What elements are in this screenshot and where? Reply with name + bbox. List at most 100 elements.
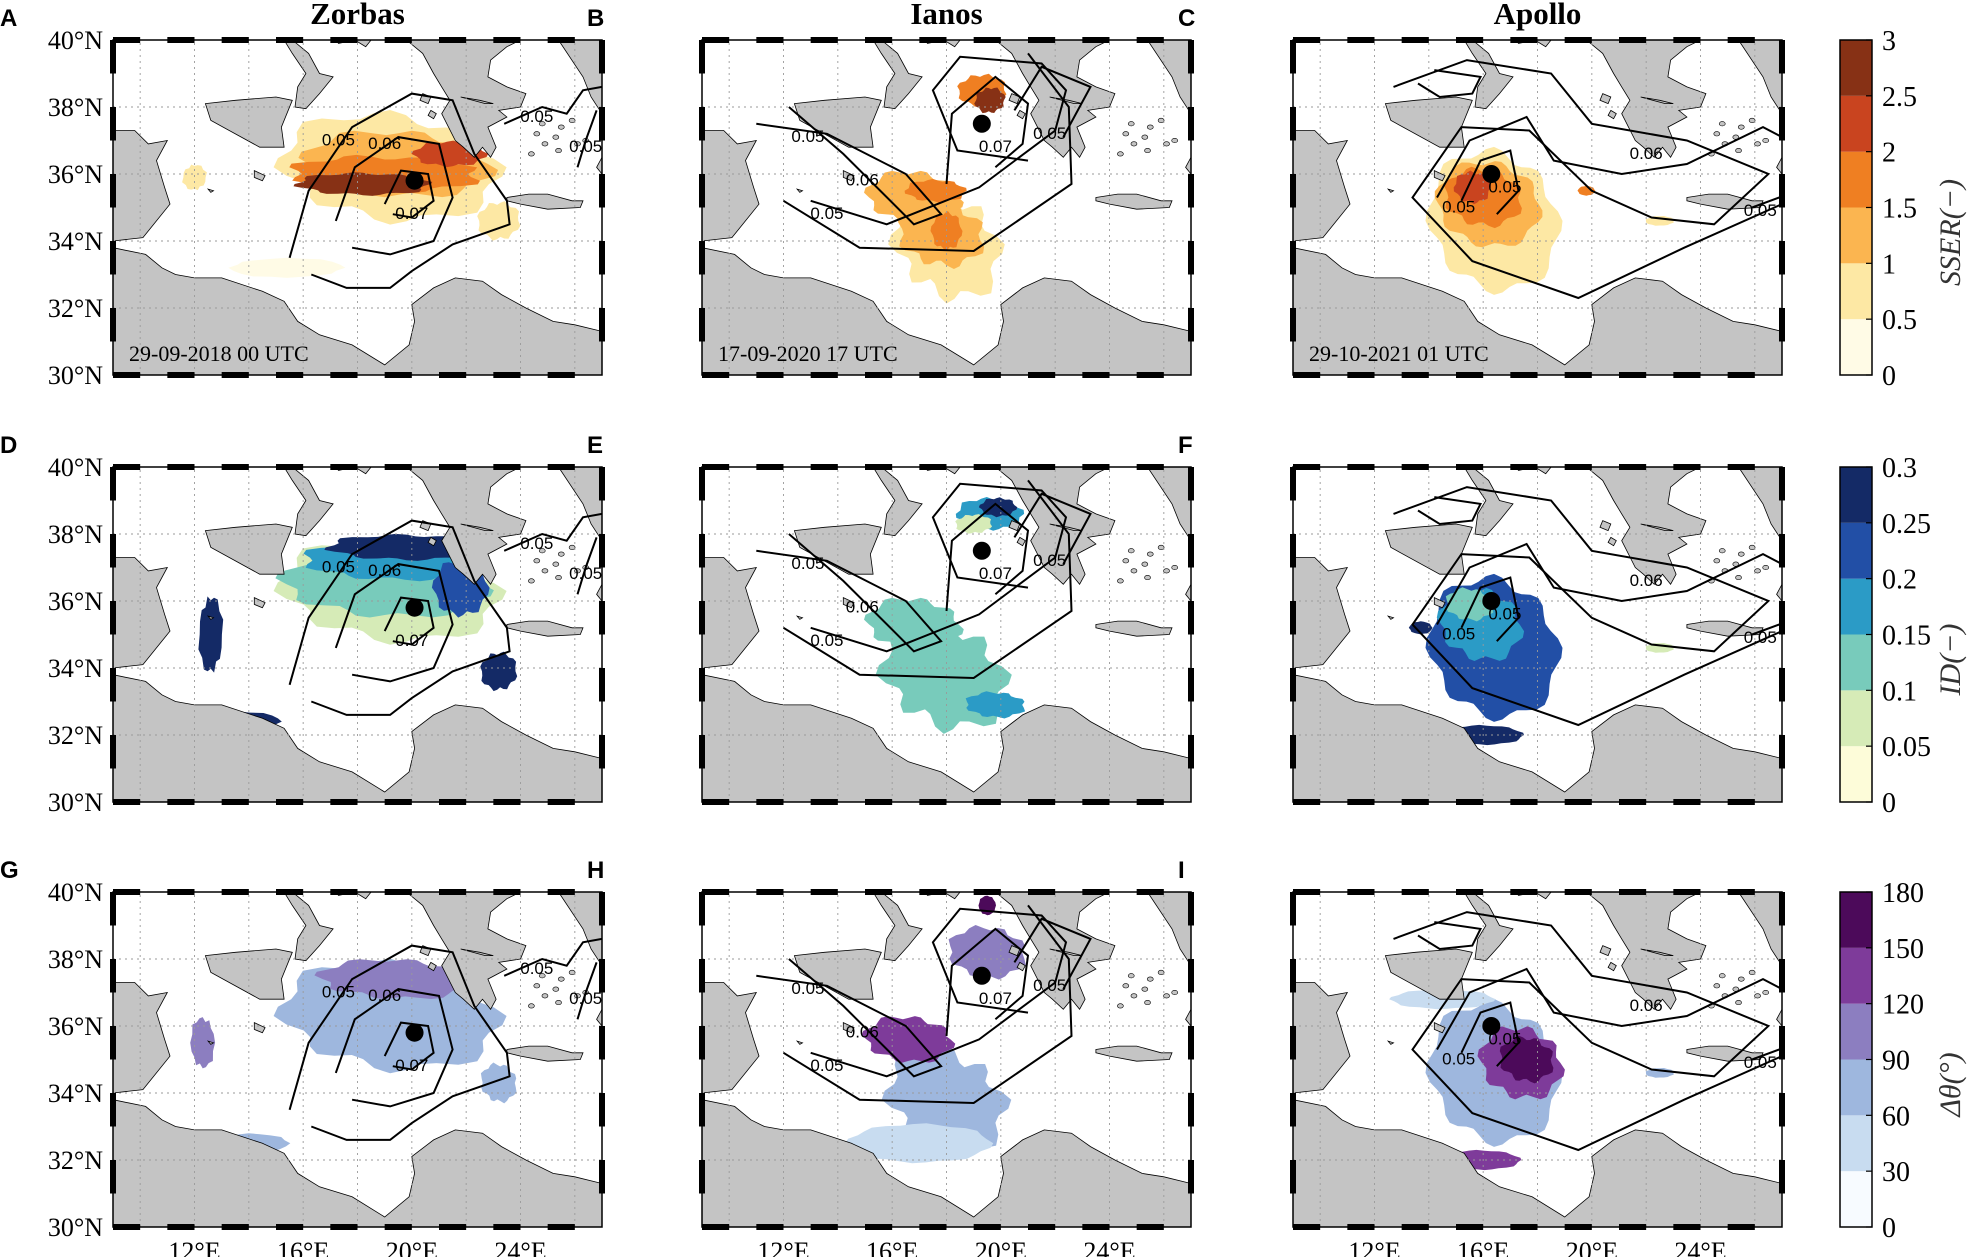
frame-tick — [547, 372, 575, 378]
land-zakynthos — [1607, 536, 1617, 547]
frame-tick — [110, 174, 116, 208]
frame-tick — [1619, 799, 1647, 805]
colorbar-tick-label: 90 — [1882, 1046, 1910, 1077]
frame-tick — [547, 799, 575, 805]
longitude-tick-label: 12°E — [1348, 1237, 1400, 1257]
frame-tick — [1779, 107, 1785, 141]
frame-tick — [110, 1026, 116, 1060]
land-zakynthos — [427, 536, 437, 547]
contour-line — [782, 479, 1073, 680]
map-content: 0.05 0.06 0.05 0.05 — [1293, 467, 1782, 802]
land-greece — [994, 40, 1191, 159]
frame-tick — [1779, 308, 1785, 342]
frame-tick — [919, 464, 947, 470]
longitude-tick-label: 24°E — [494, 1237, 546, 1257]
frame-tick — [599, 668, 605, 702]
cyclone-center-marker — [1482, 592, 1501, 610]
colorbar-swatch — [1840, 1171, 1872, 1227]
contour-line — [334, 988, 454, 1108]
frame-tick — [599, 892, 605, 926]
islet — [1141, 986, 1149, 992]
frame-tick — [919, 372, 947, 378]
contour-line — [945, 927, 1030, 1037]
frame-tick — [1290, 892, 1296, 926]
frame-tick — [1188, 308, 1194, 342]
land-greece — [1585, 40, 1782, 159]
land-zakynthos — [1607, 961, 1617, 972]
frame-tick — [1082, 799, 1110, 805]
frame-tick — [113, 1224, 141, 1230]
frame-tick — [973, 799, 1001, 805]
longitude-tick-label: 16°E — [866, 1237, 918, 1257]
contour-line — [288, 944, 511, 1141]
frame-tick — [699, 1026, 705, 1060]
contour-line — [383, 169, 435, 219]
frame-tick — [810, 889, 838, 895]
islet — [1713, 131, 1721, 137]
contour-line — [503, 85, 602, 125]
contour-line — [1417, 921, 1483, 951]
frame-tick — [1293, 1224, 1321, 1230]
cyclone-center-marker — [972, 966, 991, 985]
islet — [574, 141, 581, 147]
islet — [1713, 983, 1721, 989]
islet — [1130, 141, 1138, 147]
land-lampedusa — [1386, 1040, 1395, 1045]
land-zakynthos — [1016, 109, 1026, 120]
map-panel-i: 0.05 0.06 0.05 0.05 I 12°E 16°E 20°E 24°E — [1178, 857, 1785, 1257]
contour-line — [383, 596, 435, 646]
map-content: 0.05 0.06 0.05 0.05 — [1293, 892, 1782, 1227]
frame-tick — [1779, 1026, 1785, 1060]
frame-tick — [1136, 889, 1164, 895]
colorbar-tick-label: 2 — [1882, 138, 1896, 169]
frame-tick — [110, 668, 116, 702]
frame-tick — [276, 37, 304, 43]
frame-tick — [973, 889, 1001, 895]
land-lampedusa — [795, 188, 804, 193]
contour-label: 0.05 — [810, 204, 843, 223]
frame-tick — [439, 1224, 467, 1230]
colorbar-tick-label: 0 — [1882, 361, 1896, 392]
frame-tick — [1564, 464, 1592, 470]
frame-tick — [221, 464, 249, 470]
frame-tick — [221, 1224, 249, 1230]
frame-tick — [167, 37, 195, 43]
land-italy — [1463, 40, 1514, 110]
contour-label: 0.05 — [1442, 625, 1475, 644]
map-content: 0.050.060.070.050.05 — [702, 892, 1191, 1227]
frame-tick — [276, 1224, 304, 1230]
land-lampedusa — [1386, 188, 1395, 193]
frame-tick — [1293, 372, 1321, 378]
contour-label: 0.05 — [520, 534, 553, 553]
contour-line — [1393, 486, 1782, 727]
frame-tick — [599, 735, 605, 769]
land-greece — [405, 892, 602, 1011]
frame-tick — [110, 107, 116, 141]
land-rhodes — [1776, 1009, 1782, 1027]
colorbar-tick-label: 150 — [1882, 934, 1924, 965]
frame-tick — [1456, 799, 1484, 805]
land-zakynthos — [427, 109, 437, 120]
frame-tick — [330, 889, 358, 895]
islet — [1754, 993, 1761, 999]
contour-line — [1751, 623, 1780, 636]
colorbar-tick-label: 0.2 — [1882, 565, 1917, 596]
column-title: Zorbas — [310, 0, 405, 31]
frame-tick — [1347, 464, 1375, 470]
land-zakynthos — [1607, 109, 1617, 120]
frame-tick — [702, 889, 730, 895]
contour-line — [1417, 69, 1483, 99]
islet — [1144, 148, 1151, 154]
frame-tick — [1727, 889, 1755, 895]
frame-tick — [1401, 889, 1429, 895]
frame-tick — [756, 799, 784, 805]
colorbar-tick-label: 3 — [1882, 26, 1896, 57]
frame-tick — [599, 308, 605, 342]
frame-tick — [1347, 37, 1375, 43]
frame-tick — [919, 889, 947, 895]
frame-tick — [276, 799, 304, 805]
colorbar-swatch — [1840, 319, 1872, 375]
frame-tick — [599, 601, 605, 635]
islet — [557, 976, 565, 982]
frame-tick — [1028, 889, 1056, 895]
